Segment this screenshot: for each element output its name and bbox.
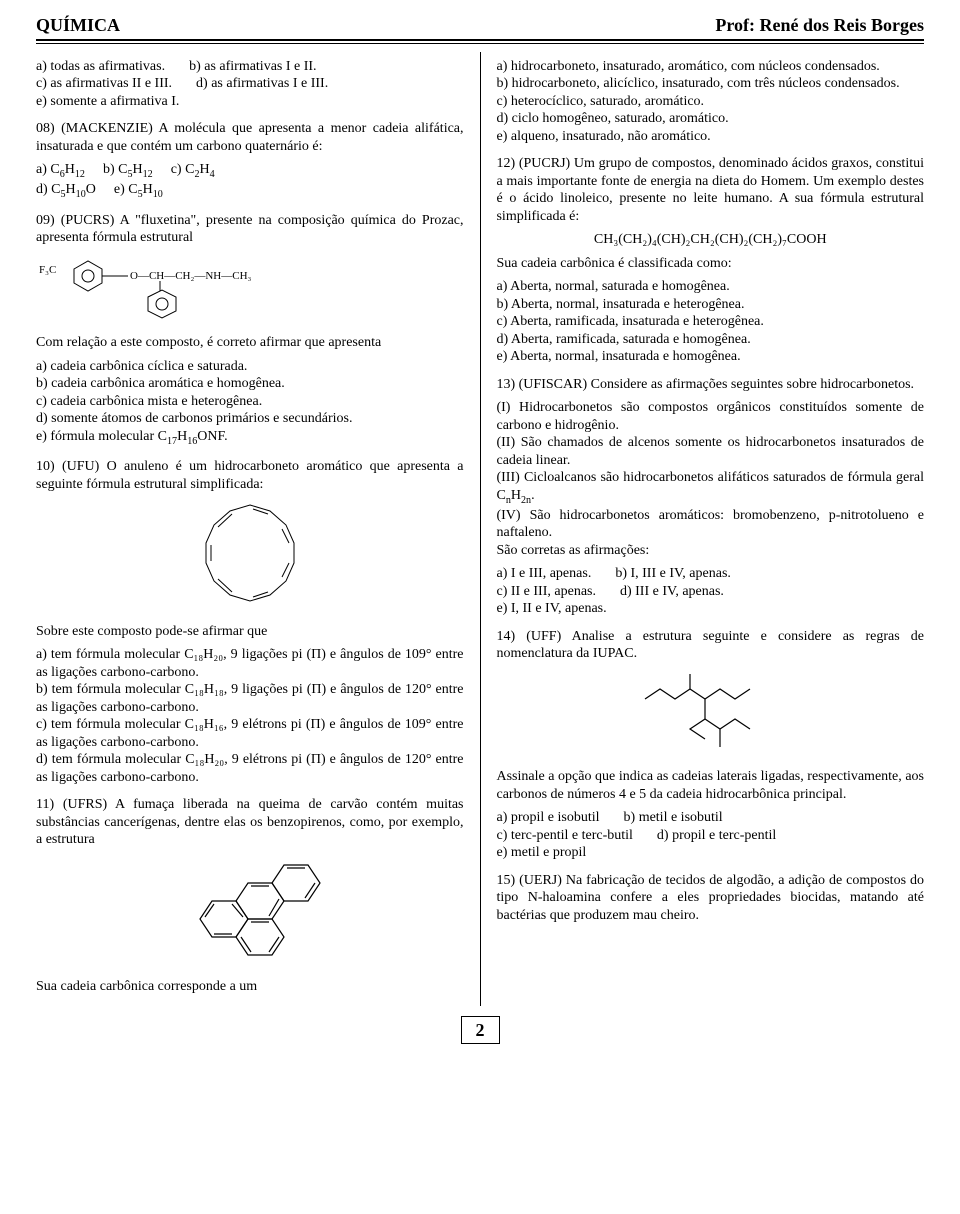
q12-stem: 12) (PUCRJ) Um grupo de compostos, denom… (496, 155, 924, 225)
q12: 12) (PUCRJ) Um grupo de compostos, denom… (496, 155, 924, 366)
q10-c: c) tem fórmula molecular C₁₈H₁₆, 9 elétr… (36, 716, 464, 751)
q12-d: d) Aberta, ramificada, saturada e homogê… (496, 331, 924, 349)
q11o-a: a) hidrocarboneto, insaturado, aromático… (496, 58, 924, 76)
q07-options: a) todas as afirmativas. b) as afirmativ… (36, 58, 464, 111)
q14-e: e) metil e propil (496, 845, 586, 860)
q10-d: d) tem fórmula molecular C₁₈H₂₀, 9 elétr… (36, 751, 464, 786)
q11o-d: d) ciclo homogêneo, saturado, aromático. (496, 110, 924, 128)
q14-mid: Assinale a opção que indica as cadeias l… (496, 768, 924, 803)
q15-stem: 15) (UERJ) Na fabricação de tecidos de a… (496, 872, 924, 925)
q08-c: c) C2H4 (171, 161, 215, 181)
q13-stem: 13) (UFISCAR) Considere as afirmações se… (496, 376, 924, 394)
q07-d: d) as afirmativas I e III. (196, 75, 328, 93)
q07-a: a) todas as afirmativas. (36, 58, 165, 76)
q13: 13) (UFISCAR) Considere as afirmações se… (496, 376, 924, 618)
q13-ii: (II) São chamados de alcenos somente os … (496, 434, 924, 469)
q14-structure (496, 669, 924, 761)
q08-stem: 08) (MACKENZIE) A molécula que apresenta… (36, 120, 464, 155)
q08-d: d) C5H10O (36, 181, 96, 201)
q07-c: c) as afirmativas II e III. (36, 75, 172, 93)
q14-a: a) propil e isobutil (496, 809, 599, 827)
q09-mid: Com relação a este composto, é correto a… (36, 334, 464, 352)
page-header: QUÍMICA Prof: René dos Reis Borges (36, 14, 924, 44)
page-number-box: 2 (461, 1016, 500, 1045)
q11o-c: c) heterocíclico, saturado, aromático. (496, 93, 924, 111)
q09-stem: 09) (PUCRS) A "fluxetina", presente na c… (36, 212, 464, 247)
q10: 10) (UFU) O anuleno é um hidrocarboneto … (36, 458, 464, 786)
q10-mid: Sobre este composto pode-se afirmar que (36, 623, 464, 641)
q12-c: c) Aberta, ramificada, insaturada e hete… (496, 313, 924, 331)
q08-e: e) C5H10 (114, 181, 163, 201)
q13-a: a) I e III, apenas. (496, 565, 591, 583)
q11-stem: 11) (UFRS) A fumaça liberada na queima d… (36, 796, 464, 849)
q07-e: e) somente a afirmativa I. (36, 94, 179, 109)
header-row: QUÍMICA Prof: René dos Reis Borges (36, 14, 924, 37)
header-rule-1 (36, 39, 924, 41)
q09-d: d) somente átomos de carbonos primários … (36, 410, 464, 428)
q10-stem: 10) (UFU) O anuleno é um hidrocarboneto … (36, 458, 464, 493)
q12-mid: Sua cadeia carbônica é classificada como… (496, 255, 924, 273)
header-right: Prof: René dos Reis Borges (715, 14, 924, 37)
q11-options: a) hidrocarboneto, insaturado, aromático… (496, 58, 924, 146)
header-left: QUÍMICA (36, 14, 120, 37)
svg-text:O—CH—CH₂—NH—CH₃: O—CH—CH₂—NH—CH₃ (130, 270, 252, 282)
q13-b: b) I, III e IV, apenas. (615, 565, 731, 583)
q15: 15) (UERJ) Na fabricação de tecidos de a… (496, 872, 924, 925)
q13-d: d) III e IV, apenas. (620, 583, 724, 601)
q11o-e: e) alqueno, insaturado, não aromático. (496, 128, 924, 146)
q13-e: e) I, II e IV, apenas. (496, 601, 606, 616)
q13-iii: (III) Cicloalcanos são hidrocarbonetos a… (496, 469, 924, 507)
header-rule-2 (36, 43, 924, 44)
content-columns: a) todas as afirmativas. b) as afirmativ… (36, 52, 924, 1006)
q12-formula: CH₃(CH₂)₄(CH)₂CH₂(CH)₂(CH₂)₇COOH (496, 231, 924, 249)
q14-stem: 14) (UFF) Analise a estrutura seguinte e… (496, 628, 924, 663)
q11-structure (36, 855, 464, 971)
q13-i: (I) Hidrocarbonetos são compostos orgâni… (496, 399, 924, 434)
q11: 11) (UFRS) A fumaça liberada na queima d… (36, 796, 464, 996)
q11-end: Sua cadeia carbônica corresponde a um (36, 978, 464, 996)
q12-a: a) Aberta, normal, saturada e homogênea. (496, 278, 924, 296)
q09-a: a) cadeia carbônica cíclica e saturada. (36, 358, 464, 376)
q09-e: e) fórmula molecular C17H16ONF. (36, 428, 464, 448)
q09: 09) (PUCRS) A "fluxetina", presente na c… (36, 212, 464, 448)
svg-text:F₃C: F₃C (39, 264, 56, 276)
q13-iv: (IV) São hidrocarbonetos aromáticos: bro… (496, 507, 924, 542)
q14-c: c) terc-pentil e terc-butil (496, 827, 632, 845)
q13-lead: São corretas as afirmações: (496, 542, 924, 560)
page-number: 2 (36, 1016, 924, 1045)
q07-b: b) as afirmativas I e II. (189, 58, 317, 76)
q11o-b: b) hidrocarboneto, alicíclico, insaturad… (496, 75, 924, 93)
q08-a: a) C6H12 (36, 161, 85, 181)
q08: 08) (MACKENZIE) A molécula que apresenta… (36, 120, 464, 202)
q10-b: b) tem fórmula molecular C₁₈H₁₈, 9 ligaç… (36, 681, 464, 716)
column-divider (480, 52, 481, 1006)
q10-structure (36, 499, 464, 615)
q14-b: b) metil e isobutil (624, 809, 723, 827)
q14: 14) (UFF) Analise a estrutura seguinte e… (496, 628, 924, 862)
q10-a: a) tem fórmula molecular C₁₈H₂₀, 9 ligaç… (36, 646, 464, 681)
q09-structure: F₃C O—CH—CH₂—NH—CH₃ (36, 253, 464, 327)
right-column: a) hidrocarboneto, insaturado, aromático… (496, 52, 924, 1006)
q14-d: d) propil e terc-pentil (657, 827, 776, 845)
q09-b: b) cadeia carbônica aromática e homogêne… (36, 375, 464, 393)
q08-b: b) C5H12 (103, 161, 153, 181)
q13-c: c) II e III, apenas. (496, 583, 596, 601)
q09-c: c) cadeia carbônica mista e heterogênea. (36, 393, 464, 411)
left-column: a) todas as afirmativas. b) as afirmativ… (36, 52, 464, 1006)
q12-b: b) Aberta, normal, insaturada e heterogê… (496, 296, 924, 314)
q12-e: e) Aberta, normal, insaturada e homogêne… (496, 348, 924, 366)
